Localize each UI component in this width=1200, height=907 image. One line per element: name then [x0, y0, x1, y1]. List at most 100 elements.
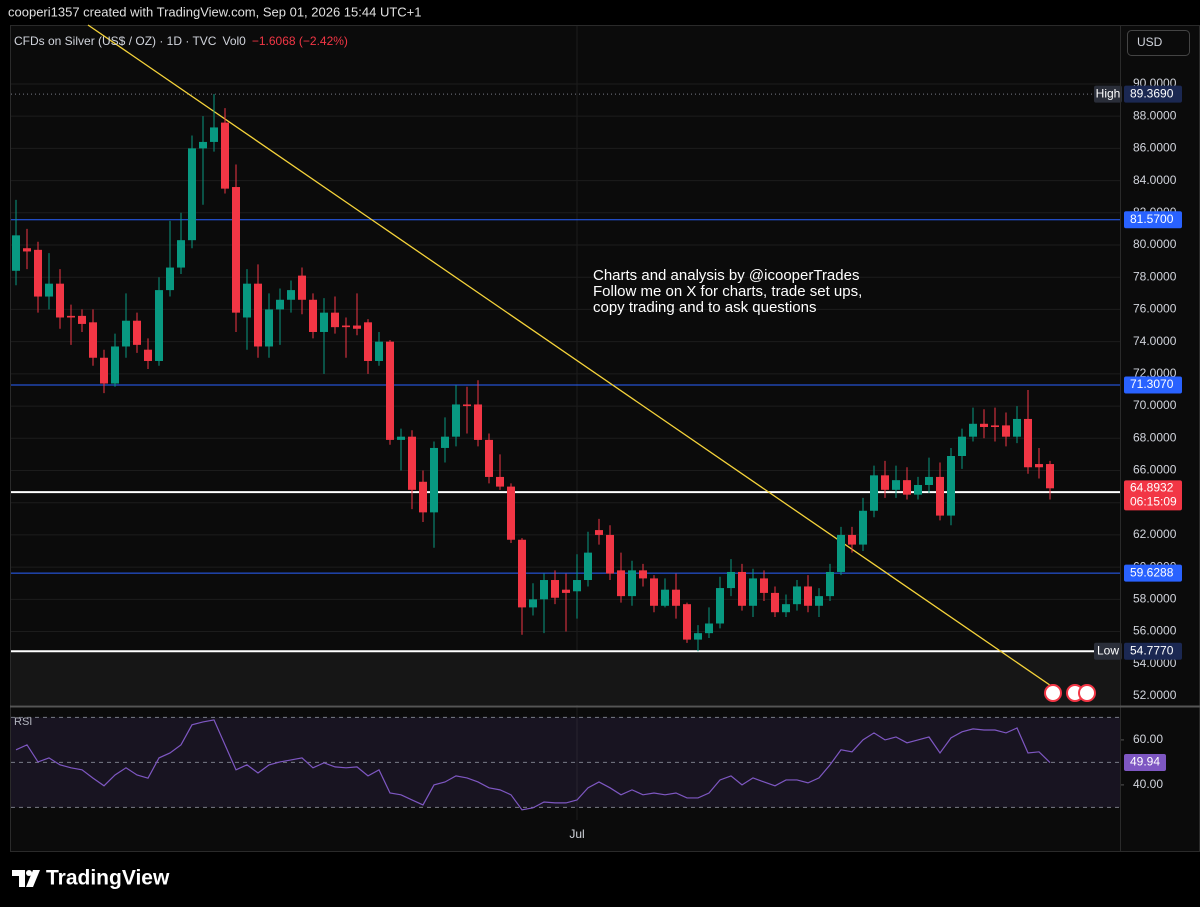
last-price-box [1124, 480, 1182, 511]
rsi-line [15, 719, 1051, 811]
candle-body [1024, 418, 1032, 468]
candle-body [78, 315, 86, 324]
candle-body [606, 534, 614, 574]
candle-body [892, 480, 900, 490]
level-label-box [1124, 376, 1182, 394]
candle-body [298, 275, 306, 300]
candle-body [210, 127, 218, 142]
candle-body [133, 320, 141, 345]
y-tick-label: 66.0000 [1133, 463, 1177, 477]
candle-body [881, 475, 889, 490]
candle-body [551, 580, 559, 598]
y-tick-label: 58.0000 [1133, 592, 1177, 606]
candle-body [672, 589, 680, 606]
candle-body [276, 299, 284, 310]
y-tick-label: 56.0000 [1133, 624, 1177, 638]
y-tick-label: 86.0000 [1133, 141, 1177, 155]
y-tick-label: 70.0000 [1133, 398, 1177, 412]
y-tick-label: 74.0000 [1133, 334, 1177, 348]
candle-body [749, 578, 757, 606]
candle-body [771, 592, 779, 613]
candle-body [716, 588, 724, 624]
candle-body [837, 534, 845, 572]
candle-body [639, 570, 647, 579]
y-tick-label: 80.0000 [1133, 237, 1177, 251]
candle-body [23, 248, 31, 252]
candle-body [1035, 464, 1043, 468]
candle-body [67, 315, 75, 318]
candle-body [804, 586, 812, 606]
candle-body [826, 571, 834, 597]
volume-label: Vol0 [222, 34, 246, 48]
annotation-line: Follow me on X for charts, trade set ups… [593, 283, 862, 300]
candle-body [243, 283, 251, 318]
candle-body [199, 141, 207, 149]
candle-body [364, 322, 372, 361]
candle-body [144, 349, 152, 361]
candle-body [859, 510, 867, 545]
candle-body [100, 357, 108, 384]
candle-body [705, 623, 713, 634]
y-tick-label: 76.0000 [1133, 302, 1177, 316]
candle-body [947, 455, 955, 516]
candle-body [254, 283, 262, 347]
level-label: 81.5700 [1130, 212, 1174, 226]
y-tick-label: 88.0000 [1133, 108, 1177, 122]
rsi-tick-label: 60.00 [1133, 732, 1163, 746]
candle-body [232, 187, 240, 313]
candle-body [727, 571, 735, 589]
candle-body [683, 604, 691, 640]
candle-body [353, 325, 361, 329]
candle-body [969, 423, 977, 437]
candle-body [177, 240, 185, 268]
candle-body [529, 599, 537, 608]
candle-body [320, 312, 328, 332]
candle-body [958, 436, 966, 456]
footer-brand: TradingView [46, 867, 170, 890]
candle-body [155, 290, 163, 361]
level-label-box [1124, 564, 1182, 582]
candle-body [441, 436, 449, 448]
level-label: 54.7770 [1130, 643, 1174, 657]
candle-body [188, 148, 196, 241]
candle-body [221, 122, 229, 189]
logo-mark [26, 870, 40, 887]
rsi-value-box [1124, 754, 1166, 772]
footer-logo: TradingView [12, 867, 170, 890]
candle-body [45, 283, 53, 297]
trend-line [87, 24, 1061, 693]
level-label: 59.6288 [1130, 565, 1174, 579]
annotation-line: copy trading and to ask questions [593, 299, 816, 316]
candle-body [386, 341, 394, 440]
logo-mark [12, 870, 25, 887]
candle-body [122, 320, 130, 347]
rsi-tick-label: 40.00 [1133, 777, 1163, 791]
candle-body [408, 436, 416, 490]
candle-body [793, 586, 801, 605]
candle-body [265, 309, 273, 347]
candle-body [419, 481, 427, 513]
countdown: 06:15:09 [1130, 494, 1177, 508]
candle-body [595, 530, 603, 535]
candle-body [903, 480, 911, 495]
candle-body [980, 423, 988, 428]
candle-body [331, 312, 339, 328]
candle-body [562, 589, 570, 593]
candle-body [56, 283, 64, 318]
low-zone [11, 651, 1120, 705]
currency[interactable]: USD [1137, 35, 1163, 49]
level-tag: High [1096, 86, 1121, 100]
event-flags [1044, 684, 1096, 702]
candle-body [870, 475, 878, 511]
candle-body [518, 539, 526, 608]
candle-body [991, 425, 999, 428]
candle-body [12, 235, 20, 271]
rsi-title: RSI [14, 716, 32, 728]
level-label: 71.3070 [1130, 377, 1174, 391]
candle-body [496, 476, 504, 487]
currency-button[interactable] [1127, 30, 1190, 56]
candle-body [661, 589, 669, 606]
candle-body [848, 534, 856, 545]
